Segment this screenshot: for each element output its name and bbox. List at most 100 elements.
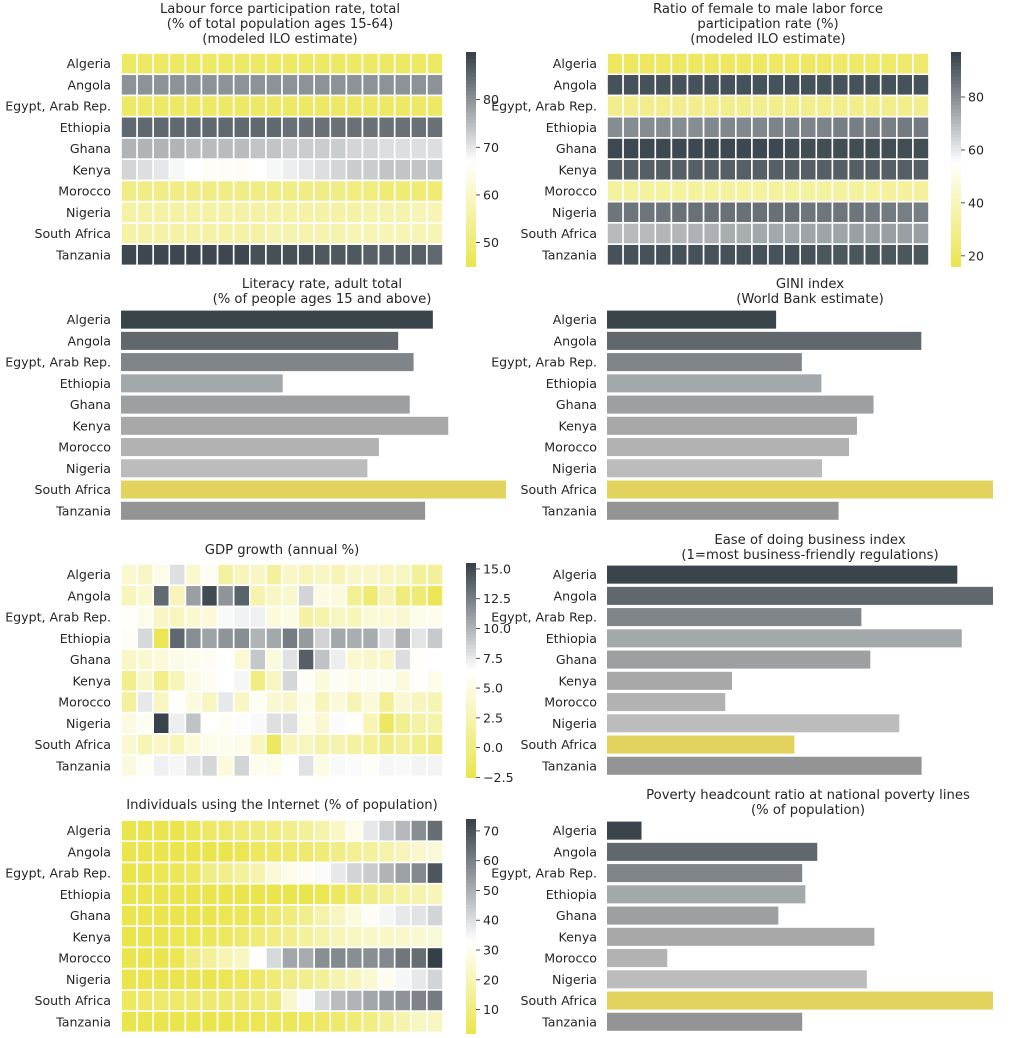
heatmap-cell: [120, 840, 138, 864]
colorbar-segment: [466, 627, 476, 632]
heatmap-cell: [377, 861, 396, 885]
heatmap-cell: [815, 179, 834, 203]
heatmap-cell: [409, 243, 428, 267]
colorbar-segment: [951, 169, 961, 175]
heatmap-cell: [281, 626, 299, 650]
heatmap-cell: [184, 861, 203, 885]
heatmap-cell: [879, 52, 898, 76]
heatmap-cell: [184, 925, 203, 949]
colorbar-segment: [466, 741, 476, 746]
heatmap-cell: [281, 904, 299, 928]
colorbar-segment: [951, 209, 961, 214]
heatmap-cell: [200, 669, 219, 693]
heatmap-cell: [734, 73, 753, 97]
heatmap-cell: [249, 243, 267, 267]
heatmap-cell: [409, 158, 428, 182]
heatmap-cell: [120, 819, 138, 843]
country-tick-label: Kenya: [558, 418, 597, 433]
heatmap-cell: [216, 882, 235, 906]
heatmap-cell: [686, 158, 705, 182]
country-tick-label: Morocco: [58, 695, 111, 710]
heatmap-cell: [879, 200, 898, 224]
heatmap-cell: [815, 115, 834, 139]
heatmap-cell: [409, 861, 428, 885]
colorbar-tick-label: 2.5: [483, 710, 503, 725]
heatmap-cell: [313, 73, 332, 97]
heatmap-cell: [200, 605, 219, 629]
heatmap-cell: [136, 946, 155, 970]
colorbar-segment: [466, 819, 476, 824]
heatmap-cell: [329, 1010, 348, 1034]
country-tick-label: Morocco: [544, 695, 597, 710]
chart-title-line: (1=most business-friendly regulations): [681, 548, 938, 563]
heatmap-cell: [863, 243, 882, 267]
heatmap-cell: [184, 882, 203, 906]
heatmap-cell: [702, 200, 721, 224]
heatmap-cell: [847, 137, 866, 161]
heatmap-cell: [670, 200, 689, 224]
heatmap-cell: [168, 179, 187, 203]
heatmap-cell: [702, 73, 721, 97]
heatmap-cell: [409, 690, 428, 714]
heatmap-cell: [361, 584, 380, 608]
country-tick-label: Morocco: [544, 184, 597, 199]
heatmap-cell: [912, 243, 930, 267]
heatmap-cell: [686, 73, 705, 97]
colorbar-segment: [466, 886, 476, 892]
heatmap-cell: [767, 158, 785, 182]
heatmap-cell: [361, 94, 380, 118]
heatmap-cell: [232, 52, 251, 76]
heatmap-cell: [120, 690, 138, 714]
heatmap-cell: [702, 52, 721, 76]
heatmap-cell: [152, 243, 171, 267]
colorbar-segment: [951, 102, 961, 107]
heatmap-cell: [232, 605, 251, 629]
heatmap-cell: [184, 94, 203, 118]
heatmap-cell: [847, 179, 866, 203]
heatmap-cell: [783, 94, 801, 118]
heatmap-cell: [751, 73, 769, 97]
heatmap-cell: [329, 137, 348, 161]
country-tick-label: Egypt, Arab Rep.: [5, 99, 111, 114]
heatmap-cell: [345, 73, 364, 97]
heatmap-cell: [313, 819, 332, 843]
heatmap-cell: [232, 137, 251, 161]
heatmap-cell: [184, 1010, 203, 1034]
heatmap-cell: [265, 222, 283, 245]
heatmap-cell: [329, 711, 348, 735]
heatmap-cell: [654, 200, 673, 224]
colorbar-segment: [951, 52, 961, 57]
heatmap-cell: [313, 754, 332, 778]
colorbar-segment: [466, 187, 476, 192]
colorbar-segment: [466, 836, 476, 842]
bar: [607, 480, 993, 499]
heatmap-cell: [329, 605, 348, 629]
heatmap-cell: [168, 563, 187, 587]
colorbar-tick-label: 10: [483, 1002, 499, 1017]
heatmap-cell: [168, 754, 187, 778]
colorbar-segment: [466, 958, 476, 963]
heatmap-cell: [393, 840, 412, 864]
heatmap-cell: [297, 967, 316, 991]
colorbar-tick-label: 7.5: [483, 651, 503, 666]
heatmap-cell: [329, 222, 348, 245]
heatmap-cell: [152, 669, 171, 693]
bar: [607, 353, 802, 372]
heatmap-cell: [361, 243, 380, 267]
colorbar-segment: [951, 180, 961, 185]
bar: [607, 991, 993, 1010]
heatmap-cell: [879, 222, 898, 245]
colorbar-segment: [466, 716, 476, 721]
colorbar-segment: [466, 655, 476, 661]
heatmap-cell: [751, 137, 769, 161]
chart-title-line: (modeled ILO estimate): [202, 32, 357, 47]
heatmap-cell: [329, 690, 348, 714]
heatmap-cell: [345, 137, 364, 161]
heatmap-cell: [345, 882, 364, 906]
colorbar-segment: [466, 91, 476, 96]
colorbar-segment: [466, 62, 476, 67]
colorbar-segment: [466, 137, 476, 142]
heatmap-cell: [393, 73, 412, 97]
heatmap-cell: [216, 648, 235, 672]
heatmap-cell: [216, 1010, 235, 1034]
